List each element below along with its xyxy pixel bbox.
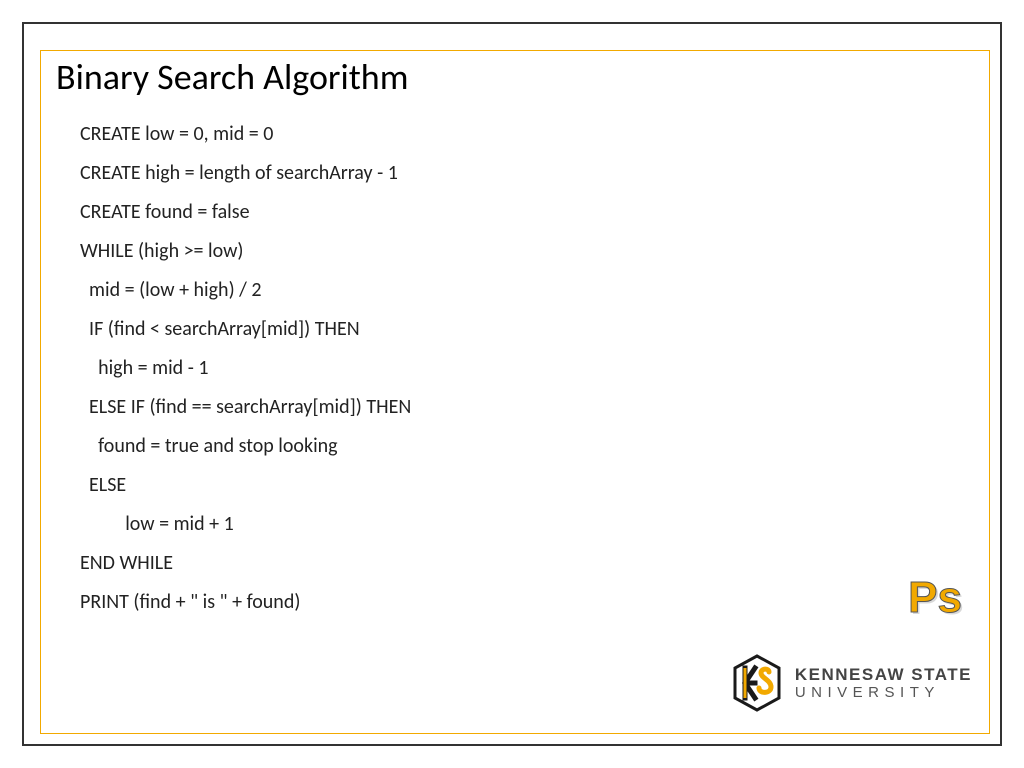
code-line: CREATE found = false (80, 193, 968, 232)
slide-title: Binary Search Algorithm (56, 55, 968, 99)
university-logo: KENNESAW STATE UNIVERSITY (731, 654, 972, 712)
code-line: mid = (low + high) / 2 (80, 271, 968, 310)
code-line: ELSE IF (find == searchArray[mid]) THEN (80, 388, 968, 427)
ps-badge: Ps (908, 573, 962, 623)
code-line: ELSE (80, 466, 968, 505)
ks-monogram-icon (731, 654, 783, 712)
code-line: CREATE low = 0, mid = 0 (80, 115, 968, 154)
code-line: low = mid + 1 (80, 505, 968, 544)
code-line: WHILE (high >= low) (80, 232, 968, 271)
logo-text-line2: UNIVERSITY (795, 685, 972, 700)
pseudocode-block: CREATE low = 0, mid = 0 CREATE high = le… (56, 115, 968, 622)
code-line: IF (find < searchArray[mid]) THEN (80, 310, 968, 349)
code-line: CREATE high = length of searchArray - 1 (80, 154, 968, 193)
code-line: PRINT (find + " is " + found) (80, 583, 968, 622)
code-line: high = mid - 1 (80, 349, 968, 388)
university-name: KENNESAW STATE UNIVERSITY (795, 666, 972, 700)
logo-text-line1: KENNESAW STATE (795, 666, 972, 683)
code-line: found = true and stop looking (80, 427, 968, 466)
code-line: END WHILE (80, 544, 968, 583)
slide-content: Binary Search Algorithm CREATE low = 0, … (56, 55, 968, 622)
